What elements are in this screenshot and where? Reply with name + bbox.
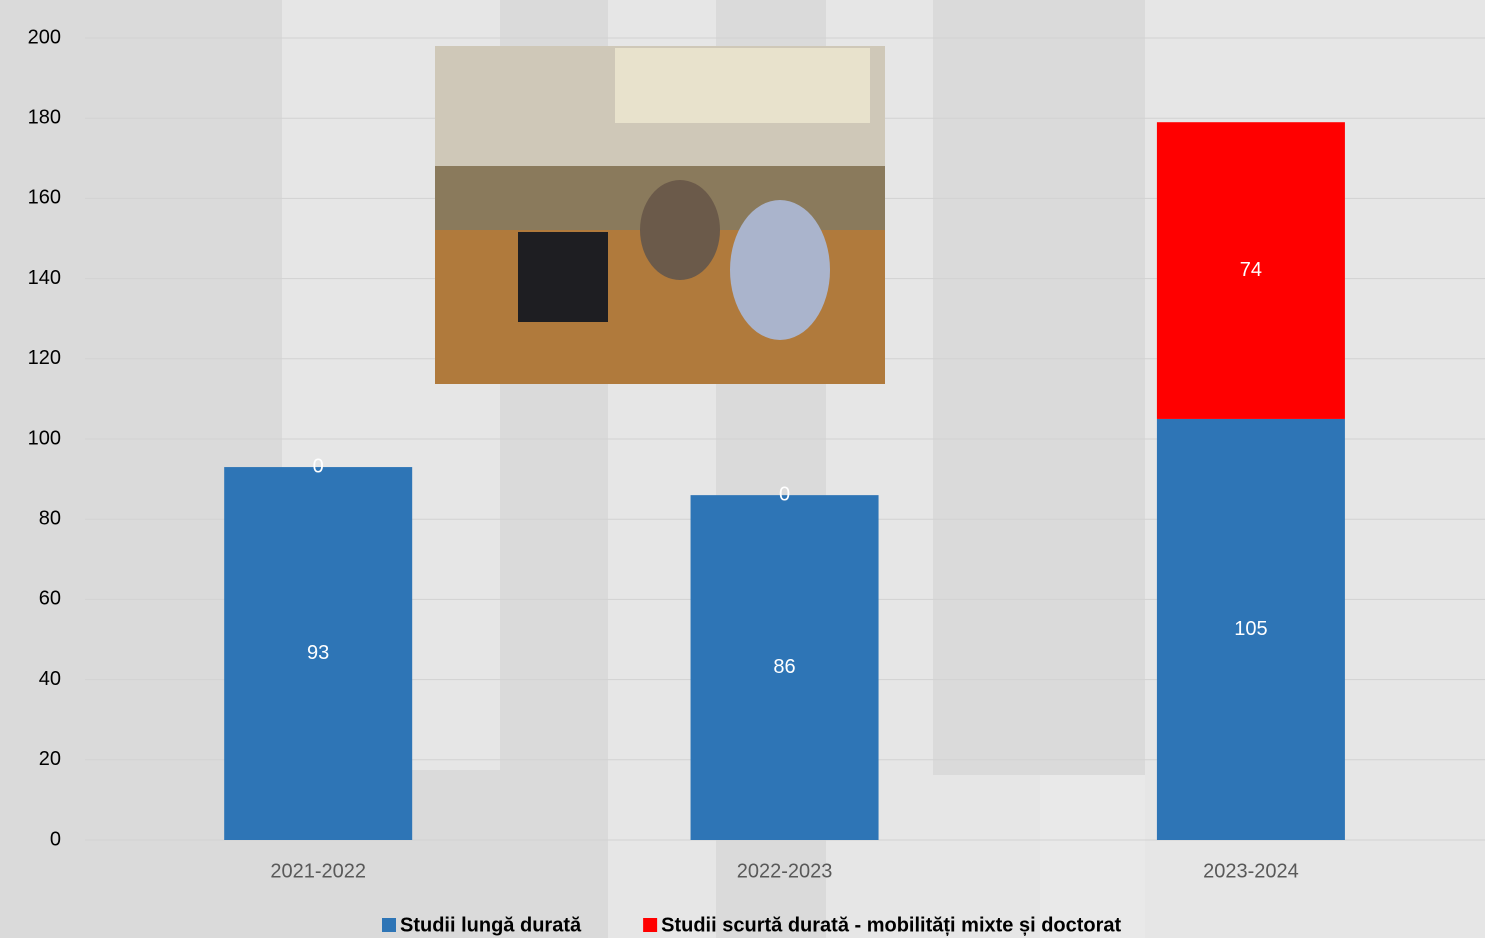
y-tick-label: 40 <box>39 668 61 690</box>
photo-person <box>730 200 830 340</box>
y-tick-label: 160 <box>28 187 61 209</box>
y-tick-label: 60 <box>39 588 61 610</box>
bar-segment <box>224 467 413 840</box>
background-shape <box>933 0 1145 775</box>
x-tick-label: 2021-2022 <box>270 860 366 882</box>
y-tick-label: 200 <box>28 26 61 48</box>
y-tick-label: 120 <box>28 347 61 369</box>
y-tick-label: 20 <box>39 748 61 770</box>
y-tick-label: 0 <box>50 828 61 850</box>
x-tick-label: 2023-2024 <box>1203 860 1299 882</box>
legend: Studii lungă durată Studii scurtă durată … <box>382 914 1122 936</box>
data-label: 93 <box>307 642 329 664</box>
y-tick-label: 100 <box>28 427 61 449</box>
background-shape <box>0 0 608 938</box>
legend-label: Studii scurtă durată - mobilități mixte … <box>661 914 1121 936</box>
photo-monitor <box>518 232 608 322</box>
data-label: 86 <box>773 656 795 678</box>
background-shape <box>1040 775 1145 938</box>
photo-banner <box>615 48 870 123</box>
legend-swatch <box>382 918 396 932</box>
photo <box>435 46 885 384</box>
legend-swatch <box>643 918 658 932</box>
x-tick-label: 2022-2023 <box>737 860 833 882</box>
y-tick-label: 80 <box>39 507 61 529</box>
data-label: 0 <box>779 483 790 505</box>
y-tick-label: 140 <box>28 267 61 289</box>
bar-segment <box>1156 122 1345 419</box>
bar-segment <box>1156 418 1345 840</box>
data-label: 0 <box>313 455 324 477</box>
data-label: 105 <box>1234 618 1267 640</box>
y-tick-label: 180 <box>28 106 61 128</box>
photo-person <box>640 180 720 280</box>
bars: 93 0 86 0 105 74 <box>224 122 1345 840</box>
bar-segment <box>690 495 879 840</box>
legend-label: Studii lungă durată <box>400 914 582 936</box>
data-label: 74 <box>1240 259 1262 281</box>
